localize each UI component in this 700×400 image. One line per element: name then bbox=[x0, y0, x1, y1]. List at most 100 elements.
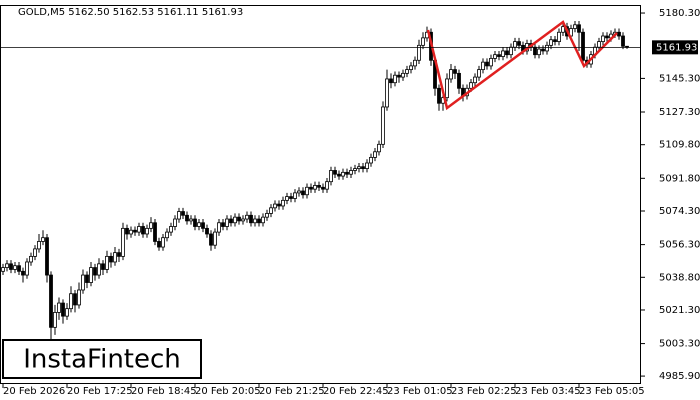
candle-body bbox=[373, 151, 377, 158]
candle-body bbox=[277, 203, 281, 207]
candle-body bbox=[437, 87, 441, 104]
candle-body bbox=[89, 267, 93, 283]
candle-body bbox=[101, 263, 105, 270]
candle-body bbox=[197, 222, 201, 227]
candle-body bbox=[289, 196, 293, 199]
candle-body bbox=[185, 214, 189, 222]
candle-body bbox=[293, 192, 297, 199]
candle-body bbox=[77, 289, 81, 306]
candle-body bbox=[597, 41, 601, 48]
candle-body bbox=[265, 213, 269, 218]
candle-body bbox=[165, 231, 169, 239]
candle-body bbox=[561, 26, 565, 33]
candle-body bbox=[1, 267, 5, 272]
candle-body bbox=[309, 186, 313, 190]
candle-body bbox=[129, 229, 133, 235]
candle-body bbox=[145, 227, 149, 235]
candle-body bbox=[37, 241, 41, 250]
current-price-label: 5161.93 bbox=[656, 42, 697, 53]
candle-body bbox=[133, 229, 137, 233]
x-tick-label: 23 Feb 03:45 bbox=[515, 386, 581, 397]
y-tick-label: 5127.30 bbox=[659, 107, 700, 118]
candle-body bbox=[481, 61, 485, 71]
candle-body bbox=[385, 78, 389, 108]
candle-body bbox=[249, 214, 253, 224]
candle-body bbox=[533, 46, 537, 56]
candle-body bbox=[181, 211, 185, 216]
candle-body bbox=[137, 226, 141, 233]
candle-body bbox=[205, 227, 209, 235]
candle-body bbox=[281, 199, 285, 207]
candle-body bbox=[353, 168, 357, 171]
candle-body bbox=[29, 255, 33, 263]
candle-body bbox=[141, 226, 145, 235]
candle-body bbox=[153, 222, 157, 242]
candle-body bbox=[225, 218, 229, 227]
candle-body bbox=[573, 24, 577, 29]
candle-body bbox=[581, 31, 585, 61]
candle-body bbox=[357, 166, 361, 170]
candle-body bbox=[365, 162, 369, 170]
logo-box bbox=[2, 339, 202, 379]
y-tick-label: 5021.30 bbox=[659, 305, 700, 316]
candle-body bbox=[33, 248, 37, 257]
x-tick-label: 23 Feb 01:05 bbox=[387, 386, 453, 397]
candle-body bbox=[369, 156, 373, 164]
candle-body bbox=[497, 54, 501, 57]
pattern-line bbox=[426, 20, 618, 111]
candle-body bbox=[125, 227, 129, 235]
x-tick-label: 20 Feb 21:25 bbox=[259, 386, 325, 397]
candle-body bbox=[25, 261, 29, 276]
candle-body bbox=[105, 255, 109, 270]
candle-body bbox=[201, 222, 205, 229]
candle-body bbox=[321, 186, 325, 190]
candle-body bbox=[121, 227, 125, 257]
candle-body bbox=[81, 274, 85, 291]
candle-body bbox=[325, 181, 329, 190]
candle-body bbox=[545, 44, 549, 52]
candle-body bbox=[417, 44, 421, 61]
candle-body bbox=[413, 59, 417, 67]
candle-body bbox=[117, 252, 121, 257]
candle-body bbox=[345, 171, 349, 175]
candle-body bbox=[393, 74, 397, 84]
candle-body bbox=[333, 170, 337, 175]
candle-body bbox=[65, 308, 69, 317]
candle-body bbox=[337, 173, 341, 177]
candle-body bbox=[537, 48, 541, 56]
candle-body bbox=[489, 58, 493, 67]
candle-body bbox=[349, 170, 353, 175]
candle-body bbox=[209, 233, 213, 246]
candle-body bbox=[301, 190, 305, 196]
candle-body bbox=[161, 237, 165, 248]
candle-body bbox=[505, 50, 509, 56]
candle-body bbox=[177, 211, 181, 220]
candle-body bbox=[241, 218, 245, 222]
candle-body bbox=[453, 69, 457, 74]
candle-body bbox=[297, 190, 301, 194]
y-tick-label: 5038.80 bbox=[659, 272, 700, 283]
candle-body bbox=[233, 216, 237, 224]
candle-body bbox=[41, 237, 45, 242]
candle-body bbox=[473, 76, 477, 84]
candle-body bbox=[317, 185, 321, 188]
candle-body bbox=[549, 39, 553, 46]
candle-body bbox=[229, 218, 233, 224]
candle-body bbox=[97, 263, 101, 276]
candle-body bbox=[189, 218, 193, 222]
candle-body bbox=[421, 37, 425, 46]
y-tick-label: 5003.30 bbox=[659, 339, 700, 350]
candle-body bbox=[269, 207, 273, 214]
candle-body bbox=[445, 78, 449, 99]
candle-body bbox=[253, 218, 257, 224]
candle-body bbox=[509, 46, 513, 56]
candle-body bbox=[469, 82, 473, 89]
candle-body bbox=[617, 31, 621, 37]
current-price-box bbox=[652, 40, 698, 55]
candle-body bbox=[457, 72, 461, 89]
x-tick-label: 23 Feb 02:25 bbox=[451, 386, 517, 397]
plot-frame bbox=[0, 5, 641, 384]
candle-body bbox=[605, 35, 609, 39]
candle-body bbox=[409, 65, 413, 71]
